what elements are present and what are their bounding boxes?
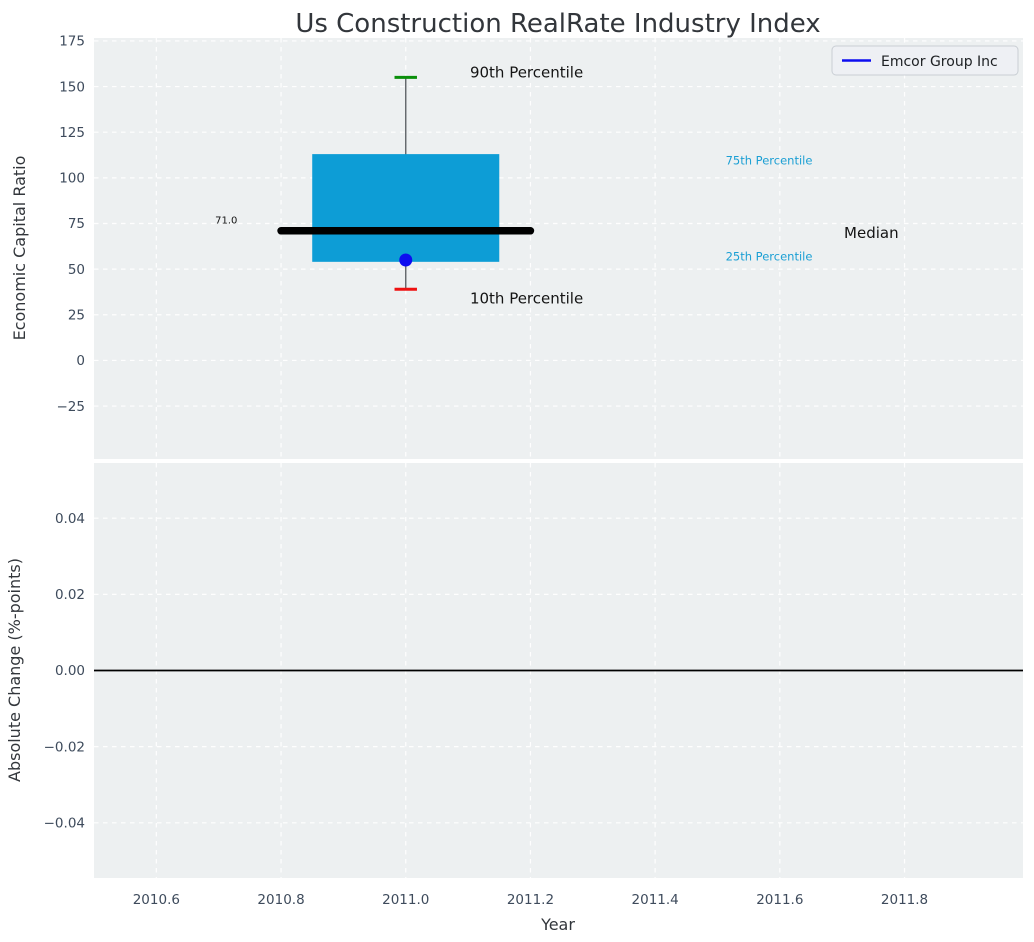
y-tick-label: 150	[59, 79, 85, 95]
y-tick-label: 0.04	[55, 511, 85, 527]
legend-label: Emcor Group Inc	[881, 54, 998, 70]
x-tick-labels: 2010.6 2010.8 2011.0 2011.2 2011.4 2011.6 2011…	[133, 892, 928, 908]
x-tick-label: 2011.6	[756, 892, 803, 908]
top-panel-background	[94, 38, 1023, 459]
top-y-axis-label: Economic Capital Ratio	[10, 156, 29, 341]
chart-annotations: 90th Percentile 10th Percentile 75th Perce…	[215, 63, 898, 307]
x-tick-label: 2011.2	[507, 892, 554, 908]
x-tick-label: 2010.8	[257, 892, 304, 908]
y-tick-label: −25	[57, 399, 86, 415]
x-axis-label: Year	[540, 915, 575, 934]
bottom-y-tick-labels: 0.04 0.02 0.00 −0.02 −0.04	[44, 511, 85, 832]
x-tick-label: 2011.4	[632, 892, 679, 908]
y-tick-label: 50	[68, 262, 85, 278]
y-tick-label: 125	[59, 125, 85, 141]
y-tick-label: 100	[59, 171, 85, 187]
top-y-tick-labels: 175 150 125 100 75 50 25 0 −25	[57, 34, 86, 415]
y-tick-label: 25	[68, 307, 85, 323]
y-tick-label: 0	[76, 353, 85, 369]
y-tick-label: 0.00	[55, 663, 85, 679]
annotation-75th-percentile: 75th Percentile	[726, 154, 813, 168]
annotation-median: Median	[844, 224, 899, 242]
annotation-25th-percentile: 25th Percentile	[726, 249, 813, 263]
chart-title: Us Construction RealRate Industry Index	[295, 9, 820, 39]
x-tick-label: 2010.6	[133, 892, 180, 908]
annotation-71-0: 71.0	[215, 215, 237, 226]
boxplot-marks	[277, 75, 535, 291]
y-tick-label: −0.04	[44, 815, 85, 831]
legend: Emcor Group Inc	[831, 45, 1019, 76]
y-tick-label: 175	[59, 34, 85, 50]
y-tick-label: −0.02	[44, 739, 85, 755]
legend-box	[831, 45, 1019, 76]
x-tick-label: 2011.8	[881, 892, 928, 908]
bottom-y-axis-label: Absolute Change (%-points)	[5, 558, 24, 782]
iqr-box	[312, 154, 500, 262]
company-point	[399, 253, 413, 267]
y-tick-label: 75	[68, 216, 85, 232]
x-tick-label: 2011.0	[382, 892, 429, 908]
y-tick-label: 0.02	[55, 587, 85, 603]
top-panel-gridlines	[94, 38, 1023, 459]
annotation-10th-percentile: 10th Percentile	[470, 290, 583, 308]
bottom-panel-gridlines	[94, 463, 1023, 878]
annotation-90th-percentile: 90th Percentile	[470, 63, 583, 81]
